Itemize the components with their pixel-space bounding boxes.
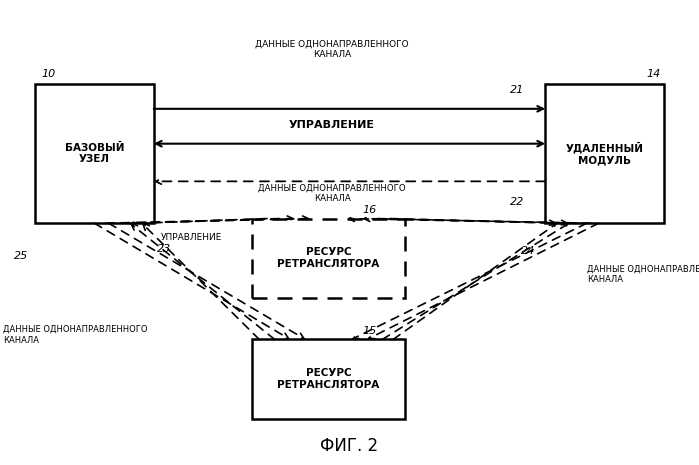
Text: БАЗОВЫЙ
УЗЕЛ: БАЗОВЫЙ УЗЕЛ <box>64 143 124 164</box>
Text: ДАННЫЕ ОДНОНАПРАВЛЕННОГО
КАНАЛА: ДАННЫЕ ОДНОНАПРАВЛЕННОГО КАНАЛА <box>258 184 406 203</box>
Text: 23: 23 <box>157 244 171 254</box>
Bar <box>545 84 664 223</box>
Text: ДАННЫЕ ОДНОНАПРАВЛЕННОГО
КАНАЛА: ДАННЫЕ ОДНОНАПРАВЛЕННОГО КАНАЛА <box>3 325 148 345</box>
Text: 10: 10 <box>42 69 56 79</box>
Text: РЕСУРС
РЕТРАНСЛЯТОРА: РЕСУРС РЕТРАНСЛЯТОРА <box>278 368 380 390</box>
Text: 15: 15 <box>362 326 377 336</box>
Text: ДАННЫЕ ОДНОНАПРАВЛЕННОГО
КАНАЛА: ДАННЫЕ ОДНОНАПРАВЛЕННОГО КАНАЛА <box>587 265 699 284</box>
Text: УПРАВЛЕНИЕ: УПРАВЛЕНИЕ <box>289 120 375 130</box>
Text: 24: 24 <box>521 246 535 256</box>
Bar <box>35 84 154 223</box>
Bar <box>252 339 405 418</box>
Text: 25: 25 <box>14 251 28 261</box>
Text: 22: 22 <box>510 197 524 207</box>
Text: РЕСУРС
РЕТРАНСЛЯТОРА: РЕСУРС РЕТРАНСЛЯТОРА <box>278 247 380 269</box>
Text: УДАЛЕННЫЙ
МОДУЛЬ: УДАЛЕННЫЙ МОДУЛЬ <box>565 142 644 165</box>
Bar <box>252 219 405 298</box>
Text: ДАННЫЕ ОДНОНАПРАВЛЕННОГО
КАНАЛА: ДАННЫЕ ОДНОНАПРАВЛЕННОГО КАНАЛА <box>255 39 409 59</box>
Text: 21: 21 <box>510 85 524 95</box>
Text: ФИГ. 2: ФИГ. 2 <box>320 437 379 455</box>
Text: УПРАВЛЕНИЕ: УПРАВЛЕНИЕ <box>161 232 222 241</box>
Text: 16: 16 <box>362 205 377 215</box>
Text: 14: 14 <box>647 69 661 79</box>
